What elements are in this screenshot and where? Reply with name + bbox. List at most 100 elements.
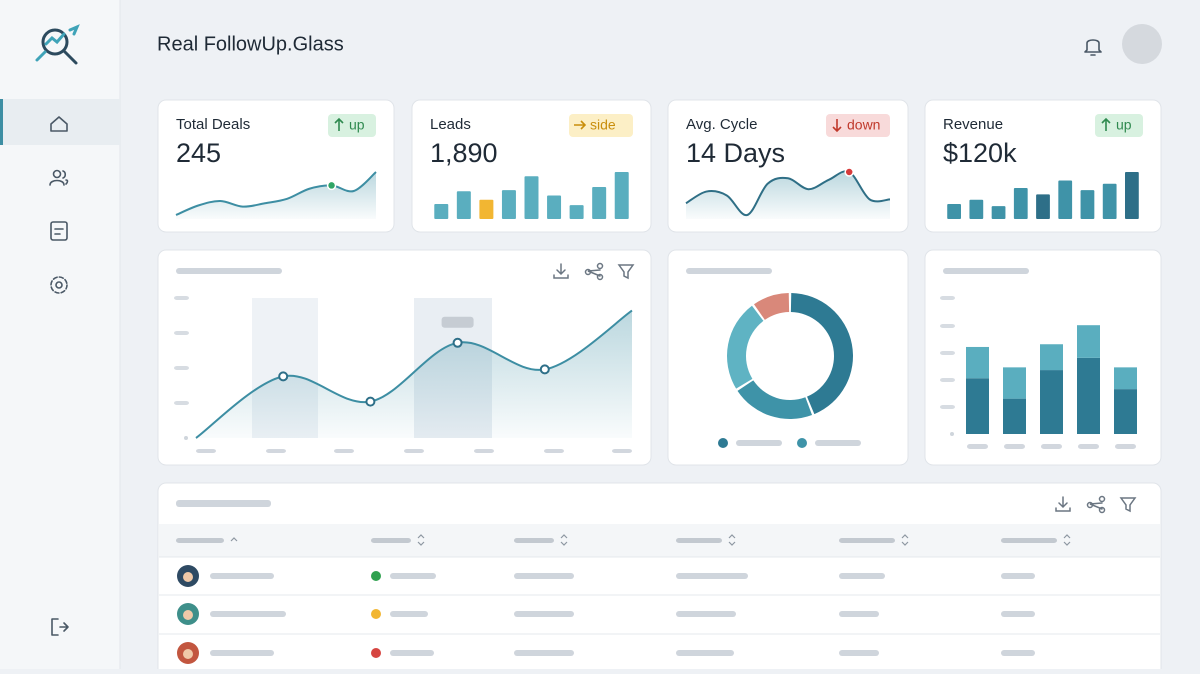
filter-icon[interactable] <box>617 264 635 280</box>
share-icon[interactable] <box>587 269 601 277</box>
donut-slice <box>790 293 854 415</box>
kpi-value: 245 <box>176 138 221 168</box>
stacked-bar <box>1040 344 1063 371</box>
sort-icon <box>1063 534 1071 546</box>
spark-line <box>685 170 891 217</box>
spark-bar <box>1013 188 1028 219</box>
kpi-value: $120k <box>943 138 1017 168</box>
skeleton-line <box>544 449 564 453</box>
avatar-face <box>183 572 193 582</box>
skeleton-line <box>1001 650 1035 656</box>
logout-icon[interactable] <box>51 618 69 636</box>
share-node[interactable] <box>596 262 604 270</box>
table-header <box>159 524 1160 557</box>
spark-bar <box>1125 172 1139 219</box>
skeleton-line <box>176 500 271 507</box>
nav-indicator <box>0 99 3 145</box>
share-node[interactable] <box>584 268 592 276</box>
skeleton-line <box>839 650 879 656</box>
skeleton-line <box>514 611 574 617</box>
skeleton-line <box>474 449 494 453</box>
download-icon[interactable] <box>1055 496 1071 512</box>
skeleton-line <box>174 401 189 405</box>
skeleton-line <box>839 573 885 579</box>
sort-icon <box>728 534 736 546</box>
download-icon[interactable] <box>553 263 569 279</box>
settings-icon[interactable] <box>50 276 68 294</box>
spark-bar <box>456 191 471 219</box>
skeleton-line <box>1115 444 1136 449</box>
stacked-bar <box>1040 370 1063 434</box>
skeleton-line <box>514 538 554 543</box>
stacked-bar <box>966 346 989 379</box>
trend-arrow <box>334 117 344 131</box>
kpi-label: Total Deals <box>176 116 250 133</box>
avatar[interactable] <box>1122 24 1162 64</box>
bell-icon[interactable] <box>1084 39 1102 56</box>
share-node[interactable] <box>1086 501 1094 509</box>
skeleton-line <box>967 444 988 449</box>
card <box>667 249 909 466</box>
kpi-value: 1,890 <box>430 138 498 168</box>
skeleton-line <box>676 573 748 579</box>
avatar-face <box>183 610 193 620</box>
skeleton-line <box>940 324 955 328</box>
spark-marker <box>844 167 854 177</box>
skeleton-line <box>1001 573 1035 579</box>
nav-active[interactable] <box>0 99 120 145</box>
spark-bar <box>547 195 562 219</box>
kpi-label: Revenue <box>943 116 1003 133</box>
app-title: Real FollowUp.Glass <box>157 33 344 55</box>
skeleton-line <box>390 573 436 579</box>
share-node[interactable] <box>596 273 604 281</box>
skeleton-line <box>176 538 224 543</box>
filter-icon[interactable] <box>1119 497 1137 513</box>
donut-slice <box>753 293 790 320</box>
skeleton-line <box>334 449 354 453</box>
skeleton-line <box>174 366 189 370</box>
stacked-bar <box>966 378 989 434</box>
status-dot <box>371 571 381 581</box>
home-icon[interactable] <box>50 116 68 132</box>
logo <box>35 24 80 65</box>
trend-point <box>365 396 376 407</box>
spark-bar <box>947 204 961 219</box>
tooltip <box>441 316 474 328</box>
users-icon[interactable] <box>49 169 69 186</box>
skeleton-line <box>404 449 424 453</box>
trend-label: side <box>590 117 616 133</box>
spark-bar <box>592 186 607 219</box>
kpi-label: Avg. Cycle <box>686 116 757 133</box>
skeleton-line <box>210 650 274 656</box>
stacked-bar <box>1114 389 1137 434</box>
kpi-value: 14 Days <box>686 138 785 168</box>
skeleton-line <box>940 378 955 382</box>
reports-icon[interactable] <box>50 221 68 241</box>
share-icon[interactable] <box>1089 502 1103 510</box>
skeleton-line <box>1041 444 1062 449</box>
spark-bar <box>569 205 584 219</box>
stacked-bar <box>1003 367 1026 399</box>
skeleton-line <box>686 268 772 274</box>
spark-bar <box>434 204 449 219</box>
stacked-bar <box>1077 357 1100 434</box>
spark-bar <box>1080 190 1095 219</box>
spark-bar <box>1102 183 1117 219</box>
skeleton-line <box>371 538 411 543</box>
skeleton-line <box>736 440 782 446</box>
skeleton-line <box>815 440 861 446</box>
spark-area <box>686 171 890 219</box>
donut-slice <box>737 380 813 419</box>
kpi-label: Leads <box>430 116 471 133</box>
spark-bar <box>1058 180 1073 219</box>
spark-bar <box>501 190 516 219</box>
stacked-bar <box>1077 325 1100 358</box>
share-node[interactable] <box>1098 506 1106 514</box>
skeleton-line <box>612 449 632 453</box>
skeleton-line <box>514 573 574 579</box>
trend-label: up <box>1116 117 1132 133</box>
share-node[interactable] <box>1098 495 1106 503</box>
skeleton-line <box>943 268 1029 274</box>
spark-line <box>175 171 377 216</box>
skeleton-line <box>676 611 736 617</box>
